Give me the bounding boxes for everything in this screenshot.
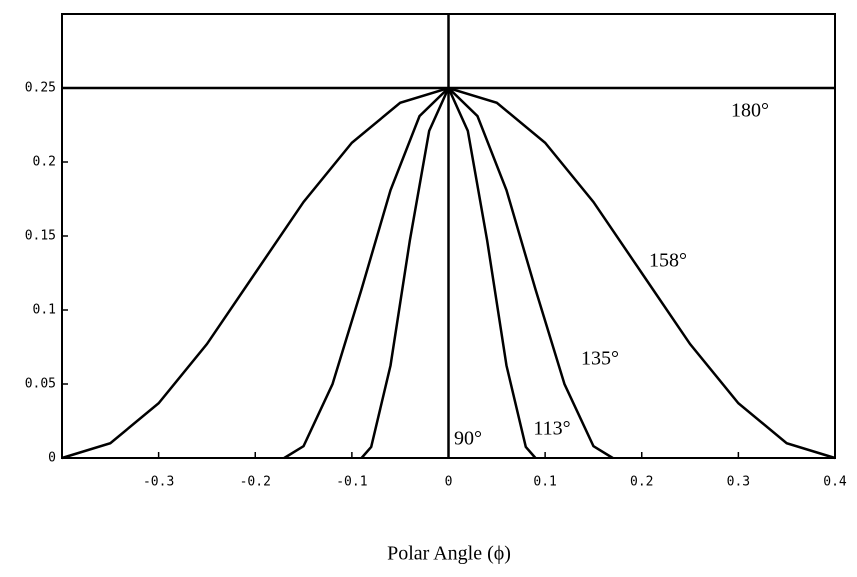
y-tick-label: 0.05 xyxy=(25,377,56,392)
series-label: 90° xyxy=(454,428,482,450)
x-tick-label: -0.3 xyxy=(143,475,174,490)
y-tick-label: 0.15 xyxy=(25,229,56,244)
x-axis-label: Polar Angle (ϕ) xyxy=(387,543,511,565)
y-tick-label: 0 xyxy=(48,451,56,466)
y-tick-label: 0.25 xyxy=(25,81,56,96)
y-tick-label: 0.1 xyxy=(33,303,56,318)
x-tick-label: 0.3 xyxy=(727,475,750,490)
x-tick-label: 0.1 xyxy=(533,475,556,490)
series-label: 158° xyxy=(649,250,687,272)
series-label: 113° xyxy=(533,418,570,440)
x-tick-label: 0 xyxy=(445,475,453,490)
series-label: 180° xyxy=(731,100,769,122)
x-tick-label: -0.2 xyxy=(240,475,271,490)
x-tick-label: 0.4 xyxy=(823,475,847,490)
y-tick-label: 0.2 xyxy=(33,155,56,170)
x-tick-label: 0.2 xyxy=(630,475,653,490)
series-label: 135° xyxy=(581,348,619,370)
x-tick-label: -0.1 xyxy=(336,475,367,490)
